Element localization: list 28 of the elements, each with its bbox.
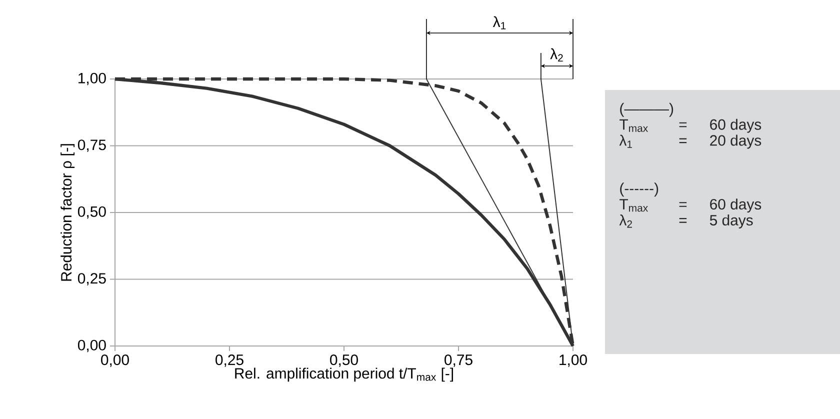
text: λ$_{1}$ — [492, 16, 506, 30]
x-axis-title: Rel. amplification period t/T$_{max}$ [-] — [235, 368, 453, 382]
x-tick-label: 0,50 — [330, 354, 358, 367]
x-tick-label: 1,00 — [560, 354, 587, 367]
text: λ$_{2}$ — [550, 48, 563, 62]
x-tick-label: 0,75 — [444, 354, 472, 367]
x-tick-label: 0,25 — [216, 354, 244, 367]
text: = — [679, 218, 687, 223]
y-tick-label: 0,75 — [78, 140, 106, 152]
y-tick-label: 1,00 — [78, 72, 106, 86]
text: (———) — [620, 102, 674, 117]
text: λ$_{2}$ — [619, 214, 632, 228]
y-tick-label: 0,00 — [78, 340, 106, 352]
y-tick-label: 0,50 — [78, 206, 106, 219]
text: T$_{max}$ — [620, 119, 648, 132]
text: 60 days — [710, 198, 762, 213]
text: 20 days — [710, 134, 762, 149]
text: T$_{max}$ — [620, 199, 648, 212]
text: = — [679, 202, 687, 207]
y-axis-title: Reduction factor ρ [-] — [60, 144, 75, 281]
text: = — [679, 138, 687, 144]
text: 5 days — [710, 214, 753, 228]
text: (------) — [620, 182, 658, 197]
y-tick-label: 0,25 — [78, 273, 106, 286]
text: λ$_{1}$ — [619, 134, 632, 148]
x-tick-label: 0,00 — [101, 354, 129, 367]
text: 60 days — [710, 118, 762, 133]
text: = — [679, 122, 687, 128]
